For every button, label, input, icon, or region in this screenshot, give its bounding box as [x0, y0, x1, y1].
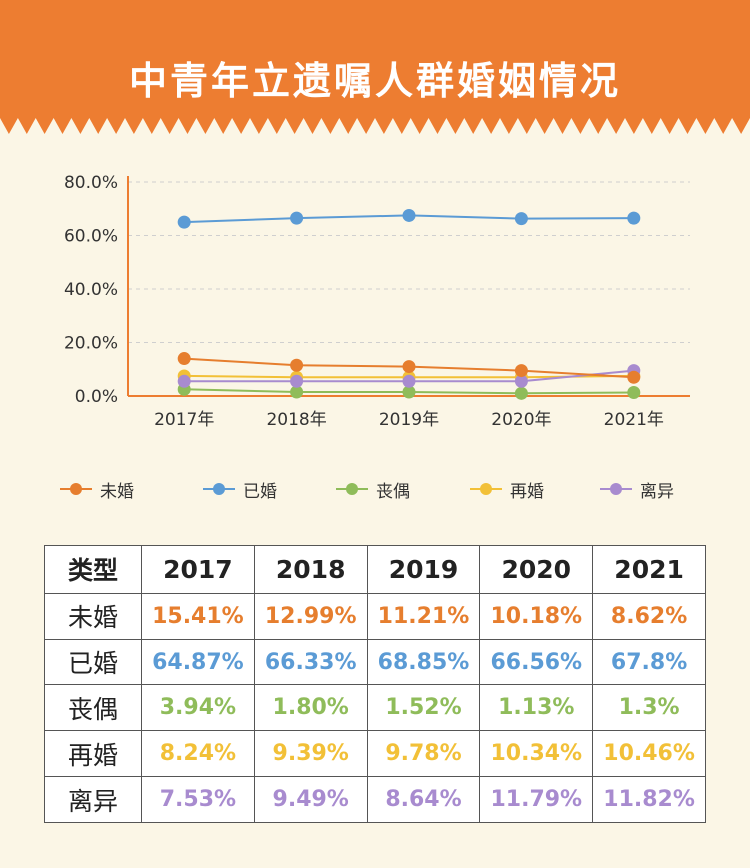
line-chart: 0.0% 20.0% 40.0% 60.0% 80.0% 2017年 2018年 2019年 2… [0, 160, 750, 450]
data-point [290, 211, 304, 225]
table-header-cell: 2021 [592, 545, 706, 594]
y-tick-label: 80.0% [64, 173, 118, 193]
row-label: 丧偶 [44, 684, 142, 732]
legend-item-liyi: 离异 [600, 474, 674, 504]
table-cell: 3.94% [141, 684, 255, 732]
row-label: 未婚 [44, 592, 142, 640]
data-point [402, 360, 416, 374]
data-point [627, 386, 641, 400]
data-point [290, 374, 304, 388]
legend-label: 再婚 [510, 481, 544, 502]
data-point [402, 385, 416, 399]
table-cell: 9.39% [253, 730, 368, 778]
table-row: 未婚 15.41% 12.99% 11.21% 10.18% 8.62% [44, 592, 706, 640]
table-cell: 12.99% [253, 592, 368, 640]
legend-item-sangou: 丧偶 [336, 474, 410, 504]
data-point [514, 364, 528, 378]
row-label: 离异 [44, 776, 142, 823]
legend-label: 已婚 [243, 481, 277, 502]
table-row: 再婚 8.24% 9.39% 9.78% 10.34% 10.46% [44, 730, 706, 778]
row-label: 再婚 [44, 730, 142, 778]
x-tick-label: 2021年 [604, 410, 664, 430]
legend-marker-sangou [336, 483, 368, 495]
data-table: 类型 2017 2018 2019 2020 2021 未婚 15.41% 12… [44, 545, 706, 823]
table-cell: 64.87% [141, 638, 255, 686]
data-point [402, 374, 416, 388]
x-tick-label: 2020年 [491, 410, 551, 430]
table-cell: 7.53% [141, 776, 255, 823]
table-row: 丧偶 3.94% 1.80% 1.52% 1.13% 1.3% [44, 684, 706, 732]
data-point [627, 211, 641, 225]
table-header-row: 类型 2017 2018 2019 2020 2021 [44, 545, 706, 594]
table-cell: 66.33% [253, 638, 368, 686]
data-point [177, 215, 191, 229]
x-tick-label: 2018年 [266, 410, 326, 430]
x-tick-label: 2017年 [154, 410, 214, 430]
x-tick-label: 2019年 [379, 410, 439, 430]
table-header-cell: 2019 [366, 545, 481, 594]
y-tick-label: 40.0% [64, 280, 118, 300]
table-cell: 15.41% [141, 592, 255, 640]
y-tick-label: 20.0% [64, 334, 118, 354]
legend-item-weihun: 未婚 [60, 474, 134, 504]
table-cell: 9.78% [366, 730, 481, 778]
data-point [290, 385, 304, 399]
legend-marker-yihun [203, 483, 235, 495]
data-point [514, 374, 528, 388]
data-point [514, 386, 528, 400]
table-cell: 11.21% [366, 592, 481, 640]
table-cell: 8.64% [366, 776, 481, 823]
chart-canvas: 0.0% 20.0% 40.0% 60.0% 80.0% 2017年 2018年 2019年 2… [64, 173, 690, 430]
y-tick-label: 60.0% [64, 227, 118, 247]
data-point [514, 212, 528, 226]
data-point [627, 370, 641, 384]
legend-label: 丧偶 [376, 481, 410, 502]
legend-item-yihun: 已婚 [203, 474, 277, 504]
table-header-cell: 2020 [479, 545, 594, 594]
chart-legend: 未婚 已婚 丧偶 再婚 离异 [0, 474, 750, 504]
data-point [177, 374, 191, 388]
table-cell: 1.52% [366, 684, 481, 732]
data-point [290, 358, 304, 372]
y-tick-label: 0.0% [75, 387, 118, 407]
table-cell: 8.24% [141, 730, 255, 778]
table-header-cell: 类型 [44, 545, 142, 594]
table-cell: 68.85% [366, 638, 481, 686]
table-cell: 9.49% [253, 776, 368, 823]
table-cell: 10.18% [479, 592, 594, 640]
legend-marker-zaihun [470, 483, 502, 495]
table-header-cell: 2017 [141, 545, 255, 594]
table-cell: 11.79% [479, 776, 594, 823]
legend-marker-weihun [60, 483, 92, 495]
table-row: 离异 7.53% 9.49% 8.64% 11.79% 11.82% [44, 776, 706, 823]
data-point [177, 352, 191, 366]
table-cell: 66.56% [479, 638, 594, 686]
table-cell: 67.8% [592, 638, 706, 686]
row-label: 已婚 [44, 638, 142, 686]
banner-shape [0, 0, 750, 134]
legend-item-zaihun: 再婚 [470, 474, 544, 504]
table-cell: 10.46% [592, 730, 706, 778]
table-cell: 1.80% [253, 684, 368, 732]
legend-marker-liyi [600, 483, 632, 495]
table-cell: 1.3% [592, 684, 706, 732]
title-banner: 中青年立遗嘱人群婚姻情况 [0, 0, 750, 150]
table-row: 已婚 64.87% 66.33% 68.85% 66.56% 67.8% [44, 638, 706, 686]
table-cell: 8.62% [592, 592, 706, 640]
table-cell: 10.34% [479, 730, 594, 778]
legend-label: 离异 [640, 481, 674, 502]
table-cell: 1.13% [479, 684, 594, 732]
table-header-cell: 2018 [253, 545, 368, 594]
page-title: 中青年立遗嘱人群婚姻情况 [128, 59, 621, 103]
data-point [402, 208, 416, 222]
table-cell: 11.82% [592, 776, 706, 823]
legend-label: 未婚 [100, 481, 134, 502]
